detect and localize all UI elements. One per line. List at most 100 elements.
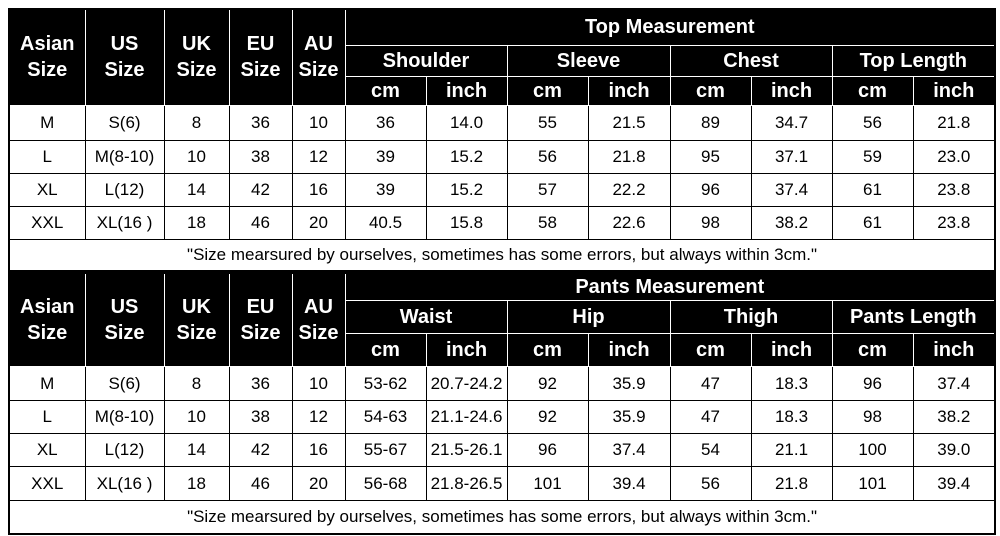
- cell: 12: [291, 400, 346, 434]
- size-header: Asian Size: [8, 272, 86, 367]
- data-row: XXL XL(16 ) 18 46 20 56-68 21.8-26.5 101 39.4 56 2…: [8, 466, 996, 501]
- cell: 21.8-26.5: [425, 466, 508, 501]
- cell: 47: [669, 366, 752, 401]
- cell: 34.7: [750, 104, 833, 141]
- group-header: Thigh: [669, 300, 833, 334]
- data-row: L M(8-10) 10 38 12 54-63 21.1-24.6 92 35.9 47 18.3…: [8, 400, 996, 434]
- cell: 20: [291, 205, 346, 240]
- cell: 38.2: [750, 205, 833, 240]
- group-header: Shoulder: [344, 44, 508, 77]
- cell: L: [8, 400, 86, 434]
- unit-header: cm: [344, 75, 427, 106]
- cell: M: [8, 104, 86, 141]
- cell: XL(16 ): [84, 466, 165, 501]
- cell: 56-68: [344, 466, 427, 501]
- unit-header: cm: [831, 333, 914, 367]
- cell: 46: [228, 205, 293, 240]
- cell: 15.2: [425, 172, 508, 207]
- unit-header: cm: [506, 333, 589, 367]
- header-text: Size: [240, 59, 281, 82]
- cell: 47: [669, 400, 752, 434]
- cell: XL: [8, 172, 86, 207]
- size-header: US Size: [84, 272, 165, 367]
- size-header: UK Size: [163, 8, 230, 106]
- size-table: Asian Size US Size UK Size EU Size AU Size Pants M…: [8, 272, 997, 535]
- cell: 58: [506, 205, 589, 240]
- cell: XXL: [8, 205, 86, 240]
- cell: 18: [163, 205, 230, 240]
- cell: 96: [669, 172, 752, 207]
- cell: 18.3: [750, 366, 833, 401]
- data-row: M S(6) 8 36 10 36 14.0 55 21.5 89 34.7 56 21.8: [8, 104, 996, 141]
- cell: M(8-10): [84, 400, 165, 434]
- cell: 36: [344, 104, 427, 141]
- data-row: XXL XL(16 ) 18 46 20 40.5 15.8 58 22.6 98 38.2 61 23…: [8, 205, 996, 240]
- cell: 59: [831, 139, 914, 174]
- cell: M(8-10): [84, 139, 165, 174]
- cell: 14.0: [425, 104, 508, 141]
- cell: XL: [8, 433, 86, 467]
- size-header: AU Size: [291, 8, 346, 106]
- cell: 98: [831, 400, 914, 434]
- cell: 98: [669, 205, 752, 240]
- cell: 55: [506, 104, 589, 141]
- unit-header: inch: [587, 333, 671, 367]
- cell: 56: [669, 466, 752, 501]
- cell: 21.5-26.1: [425, 433, 508, 467]
- cell: L(12): [84, 433, 165, 467]
- cell: S(6): [84, 104, 165, 141]
- cell: 14: [163, 433, 230, 467]
- cell: 21.5: [587, 104, 671, 141]
- header-row: Asian Size US Size UK Size EU Size AU Size Top Mea…: [8, 8, 996, 106]
- cell: 57: [506, 172, 589, 207]
- size-table: Asian Size US Size UK Size EU Size AU Size Top Mea…: [8, 8, 997, 272]
- header-text: Asian: [20, 296, 75, 318]
- size-header: UK Size: [163, 272, 230, 367]
- note-row: "Size mearsured by ourselves, sometimes …: [8, 238, 996, 272]
- cell: 15.2: [425, 139, 508, 174]
- unit-header: inch: [750, 333, 833, 367]
- cell: 56: [831, 104, 914, 141]
- cell: L(12): [84, 172, 165, 207]
- cell: 101: [506, 466, 589, 501]
- header-text: Size: [240, 322, 281, 344]
- header-text: UK: [182, 33, 211, 56]
- unit-header: inch: [912, 75, 996, 106]
- group-header: Hip: [506, 300, 671, 334]
- cell: 53-62: [344, 366, 427, 401]
- cell: 10: [163, 139, 230, 174]
- unit-header: cm: [344, 333, 427, 367]
- cell: 92: [506, 400, 589, 434]
- unit-header: cm: [669, 333, 752, 367]
- unit-row: cm inch cm inch cm inch cm inch: [9, 333, 996, 367]
- note: "Size mearsured by ourselves, sometimes …: [8, 238, 996, 272]
- unit-header: inch: [912, 333, 996, 367]
- data-row: XL L(12) 14 42 16 39 15.2 57 22.2 96 37.4 61 23.8: [8, 172, 996, 207]
- cell: 95: [669, 139, 752, 174]
- cell: 61: [831, 172, 914, 207]
- cell: 21.8: [587, 139, 671, 174]
- cell: 100: [831, 433, 914, 467]
- cell: 54: [669, 433, 752, 467]
- header-text: Size: [176, 59, 217, 82]
- cell: 92: [506, 366, 589, 401]
- note-row: "Size mearsured by ourselves, sometimes …: [8, 500, 996, 534]
- header-text: EU: [246, 33, 275, 56]
- data-row: M S(6) 8 36 10 53-62 20.7-24.2 92 35.9 47 18.3 96 37…: [8, 366, 996, 401]
- cell: 22.6: [587, 205, 671, 240]
- group-header: Chest: [669, 44, 833, 77]
- cell: 37.4: [750, 172, 833, 207]
- cell: 23.0: [912, 139, 996, 174]
- measurement-title: Pants Measurement: [344, 272, 996, 301]
- unit-header: cm: [506, 75, 589, 106]
- cell: 39: [344, 139, 427, 174]
- header-text: US: [110, 33, 139, 56]
- cell: 56: [506, 139, 589, 174]
- cell: 12: [291, 139, 346, 174]
- header-text: Size: [298, 59, 339, 82]
- cell: 38: [228, 400, 293, 434]
- cell: 10: [291, 366, 346, 401]
- cell: XXL: [8, 466, 86, 501]
- cell: 55-67: [344, 433, 427, 467]
- note: "Size mearsured by ourselves, sometimes …: [8, 500, 996, 534]
